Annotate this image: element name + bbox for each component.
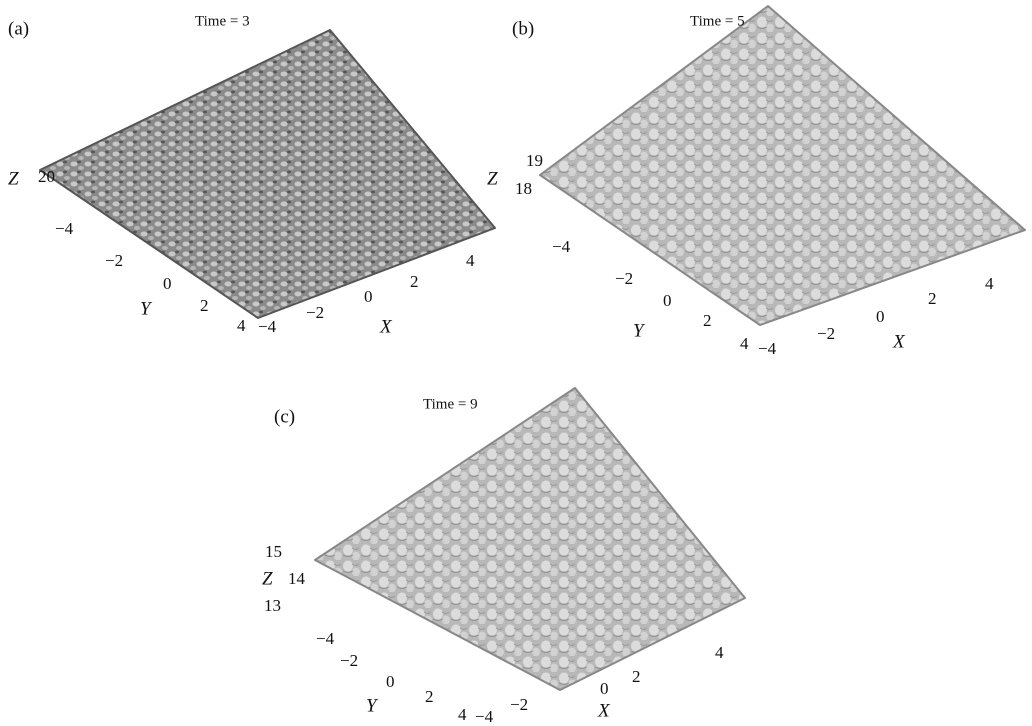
panel-title: Time = 3 [195,13,250,29]
y-axis-label: Y [140,298,153,319]
y-tick-label: 4 [740,334,749,353]
z-axis-label: Z [8,168,19,189]
y-tick-label: 2 [703,311,712,330]
z-tick-label: 14 [288,569,306,588]
z-tick-label: 18 [515,179,532,198]
panel-title: Time = 5 [690,13,745,29]
x-tick-label: 4 [466,251,475,270]
x-tick-label: 0 [600,679,609,698]
panel-label: (c) [274,406,295,427]
panel-label: (a) [8,18,29,39]
surface [39,29,496,319]
x-axis-label: X [892,331,906,352]
x-tick-label: 2 [410,272,419,291]
x-tick-label: 2 [632,667,641,686]
z-axis-label: Z [487,168,498,189]
x-tick-label: 4 [715,643,724,662]
y-tick-label: −4 [55,219,74,238]
y-tick-label: −2 [105,251,123,270]
y-tick-label: −2 [615,269,633,288]
surface [539,5,1026,326]
y-tick-label: 0 [163,274,172,293]
x-tick-label: −2 [817,324,835,343]
x-tick-label: 2 [928,289,937,308]
y-tick-label: 0 [386,672,395,691]
y-tick-label: 2 [425,687,434,706]
y-tick-label: 4 [458,705,467,724]
panel-title: Time = 9 [423,396,478,412]
z-axis-label: Z [262,568,273,589]
y-tick-label: 2 [200,296,209,315]
surface [314,387,746,691]
y-tick-label: −2 [340,651,358,670]
y-axis-label: Y [366,695,379,716]
z-tick-label: 15 [265,542,282,561]
y-tick-label: −4 [552,237,571,256]
x-tick-label: 0 [876,307,885,326]
x-tick-label: −2 [306,303,324,322]
z-tick-label: 13 [264,596,281,615]
y-axis-label: Y [633,320,646,341]
x-tick-label: −4 [758,339,777,358]
y-tick-label: 0 [663,291,672,310]
x-tick-label: −4 [475,707,494,726]
x-tick-label: 0 [364,287,373,306]
x-axis-label: X [597,700,611,721]
x-axis-label: X [379,316,393,337]
x-tick-label: −4 [258,317,277,336]
z-tick-label: 20 [38,167,55,186]
z-tick-label: 19 [526,151,543,170]
x-tick-label: −2 [510,695,528,714]
y-tick-label: 4 [237,316,246,335]
panel-label: (b) [512,18,534,39]
y-tick-label: −4 [316,629,335,648]
x-tick-label: 4 [985,274,994,293]
